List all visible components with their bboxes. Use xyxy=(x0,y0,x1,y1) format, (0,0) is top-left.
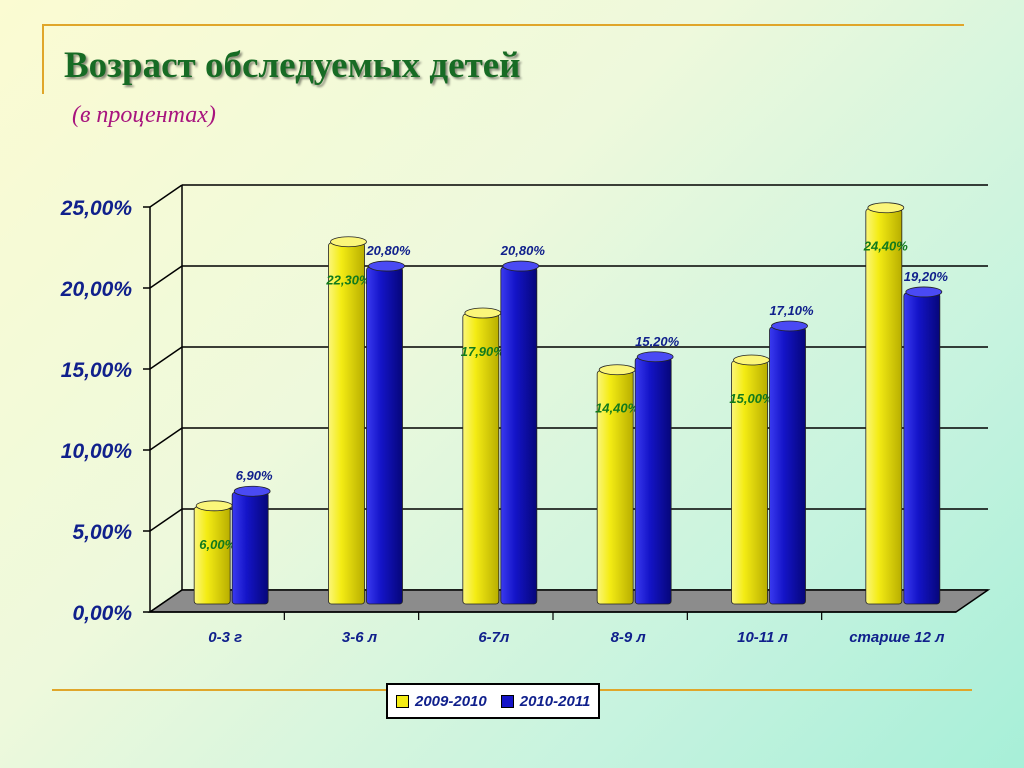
bar-2009-2010 xyxy=(328,242,365,605)
bar-2009-2010-top xyxy=(464,307,502,319)
bar-2009-2010 xyxy=(865,208,903,605)
bar-2010-2011-top xyxy=(905,286,943,298)
bar-2010-2011 xyxy=(634,357,672,605)
x-tick-label: 8-9 л xyxy=(611,629,647,646)
gridline-depth xyxy=(149,184,183,208)
x-tick-label: 6-7л xyxy=(478,629,510,646)
legend-swatch-yellow xyxy=(396,694,409,708)
gridline-depth xyxy=(149,346,183,370)
bar-2010-2011 xyxy=(500,266,538,605)
x-tick-label: 3-6 л xyxy=(342,629,378,646)
data-label-2010-2011: 20,80% xyxy=(500,243,546,258)
data-label-2009-2010: 14,40% xyxy=(595,401,640,416)
y-tick-label: 25,00% xyxy=(60,197,133,220)
bar-2009-2010-top xyxy=(867,202,905,214)
legend-label-2009-2010: 2009-2010 xyxy=(415,692,487,710)
slide-subtitle: (в процентах) xyxy=(72,102,216,128)
y-tick-label: 5,00% xyxy=(72,521,132,544)
bar-2010-2011-top xyxy=(636,351,674,363)
data-label-2009-2010: 6,00% xyxy=(199,537,236,552)
gridline-depth xyxy=(149,265,183,289)
y-tick-label: 10,00% xyxy=(61,440,133,463)
x-tick-label: 0-3 г xyxy=(208,629,242,646)
bar-2009-2010-top xyxy=(330,236,367,248)
gridline-depth xyxy=(149,427,183,451)
bar-2010-2011 xyxy=(231,491,269,605)
gridline-depth xyxy=(149,508,183,532)
bar-2010-2011-top xyxy=(233,485,271,497)
chart-floor xyxy=(147,589,991,613)
bar-2010-2011 xyxy=(903,292,941,605)
data-label-2009-2010: 22,30% xyxy=(325,273,371,288)
legend-label-2010-2011: 2010-2011 xyxy=(519,692,591,710)
y-tick-label: 20,00% xyxy=(60,278,133,301)
bar-2010-2011-top xyxy=(771,320,808,332)
data-label-2009-2010: 15,00% xyxy=(729,391,774,406)
top-rule xyxy=(42,24,964,26)
bar-2009-2010-top xyxy=(598,364,636,376)
bar-2010-2011-top xyxy=(368,260,405,272)
x-tick-label: 10-11 л xyxy=(737,629,788,646)
legend-item-2009-2010: 2009-2010 xyxy=(396,693,487,710)
x-tick-label: старше 12 л xyxy=(849,629,945,646)
legend-item-2010-2011: 2010-2011 xyxy=(500,692,591,710)
legend-swatch-blue xyxy=(500,694,514,708)
data-label-2009-2010: 17,90% xyxy=(461,344,506,359)
bar-2010-2011 xyxy=(769,326,806,605)
y-tick-label: 15,00% xyxy=(61,359,133,382)
data-label-2010-2011: 17,10% xyxy=(769,303,814,318)
bar-2010-2011 xyxy=(366,266,403,605)
bar-2010-2011-top xyxy=(502,260,540,272)
data-label-2010-2011: 19,20% xyxy=(904,269,949,284)
data-label-2009-2010: 24,40% xyxy=(863,239,909,254)
data-label-2010-2011: 6,90% xyxy=(236,468,273,483)
y-tick-label: 0,00% xyxy=(72,602,132,625)
left-rule xyxy=(42,24,44,94)
bar-2009-2010-top xyxy=(195,500,233,512)
data-label-2010-2011: 15,20% xyxy=(635,334,680,349)
slide-title: Возраст обследуемых детей xyxy=(64,45,521,86)
data-label-2010-2011: 20,80% xyxy=(365,243,411,258)
bar-2009-2010 xyxy=(193,506,231,605)
bar-2009-2010-top xyxy=(733,354,770,366)
chart-legend: 2009-2010 2010-2011 xyxy=(386,683,601,719)
